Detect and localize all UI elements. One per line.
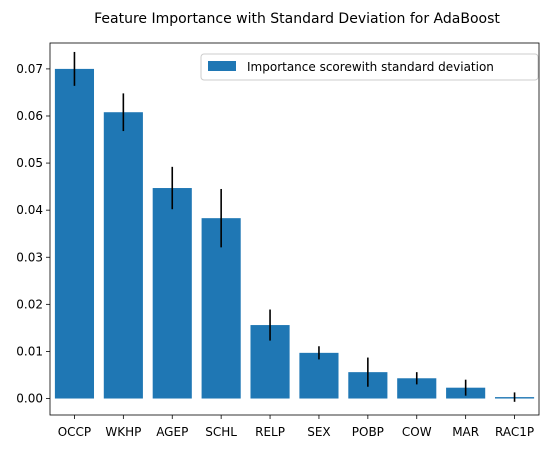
y-tick-label: 0.04	[16, 203, 43, 217]
x-tick-label: WKHP	[105, 425, 141, 439]
x-tick-label: SCHL	[205, 425, 237, 439]
legend: Importance scorewith standard deviation	[200, 53, 539, 81]
bar-occp	[54, 68, 95, 399]
y-tick-label: 0.06	[16, 109, 43, 123]
plot-area: OCCP WKHP AGEP SCHL RELP SEX POBP COW MAR RAC1P 0.…	[16, 42, 540, 439]
bar-agep	[152, 188, 192, 399]
y-tick-label: 0.07	[16, 62, 43, 76]
x-tick-label: MAR	[452, 425, 479, 439]
bar-schl	[201, 218, 241, 399]
x-tick-label: RELP	[255, 425, 285, 439]
bar-wkhp	[103, 112, 143, 399]
x-tick-label: AGEP	[156, 425, 188, 439]
y-tick-label: 0.02	[16, 297, 43, 311]
legend-frame	[200, 53, 539, 81]
x-tick-label: COW	[402, 425, 432, 439]
y-tick-label: 0.01	[16, 344, 43, 358]
legend-swatch	[208, 61, 236, 71]
y-tick-label: 0.00	[16, 392, 43, 406]
bar-sex	[299, 352, 339, 399]
bar-cow	[397, 378, 437, 399]
chart-title: Feature Importance with Standard Deviati…	[94, 11, 500, 27]
x-tick-label: SEX	[307, 425, 330, 439]
axes-frame	[49, 42, 540, 416]
y-tick-label: 0.05	[16, 156, 43, 170]
x-tick-label: POBP	[352, 425, 384, 439]
x-tick-label: RAC1P	[495, 425, 534, 439]
legend-label: Importance scorewith standard deviation	[247, 60, 494, 74]
x-tick-label: OCCP	[58, 425, 91, 439]
y-tick-label: 0.03	[16, 250, 43, 264]
